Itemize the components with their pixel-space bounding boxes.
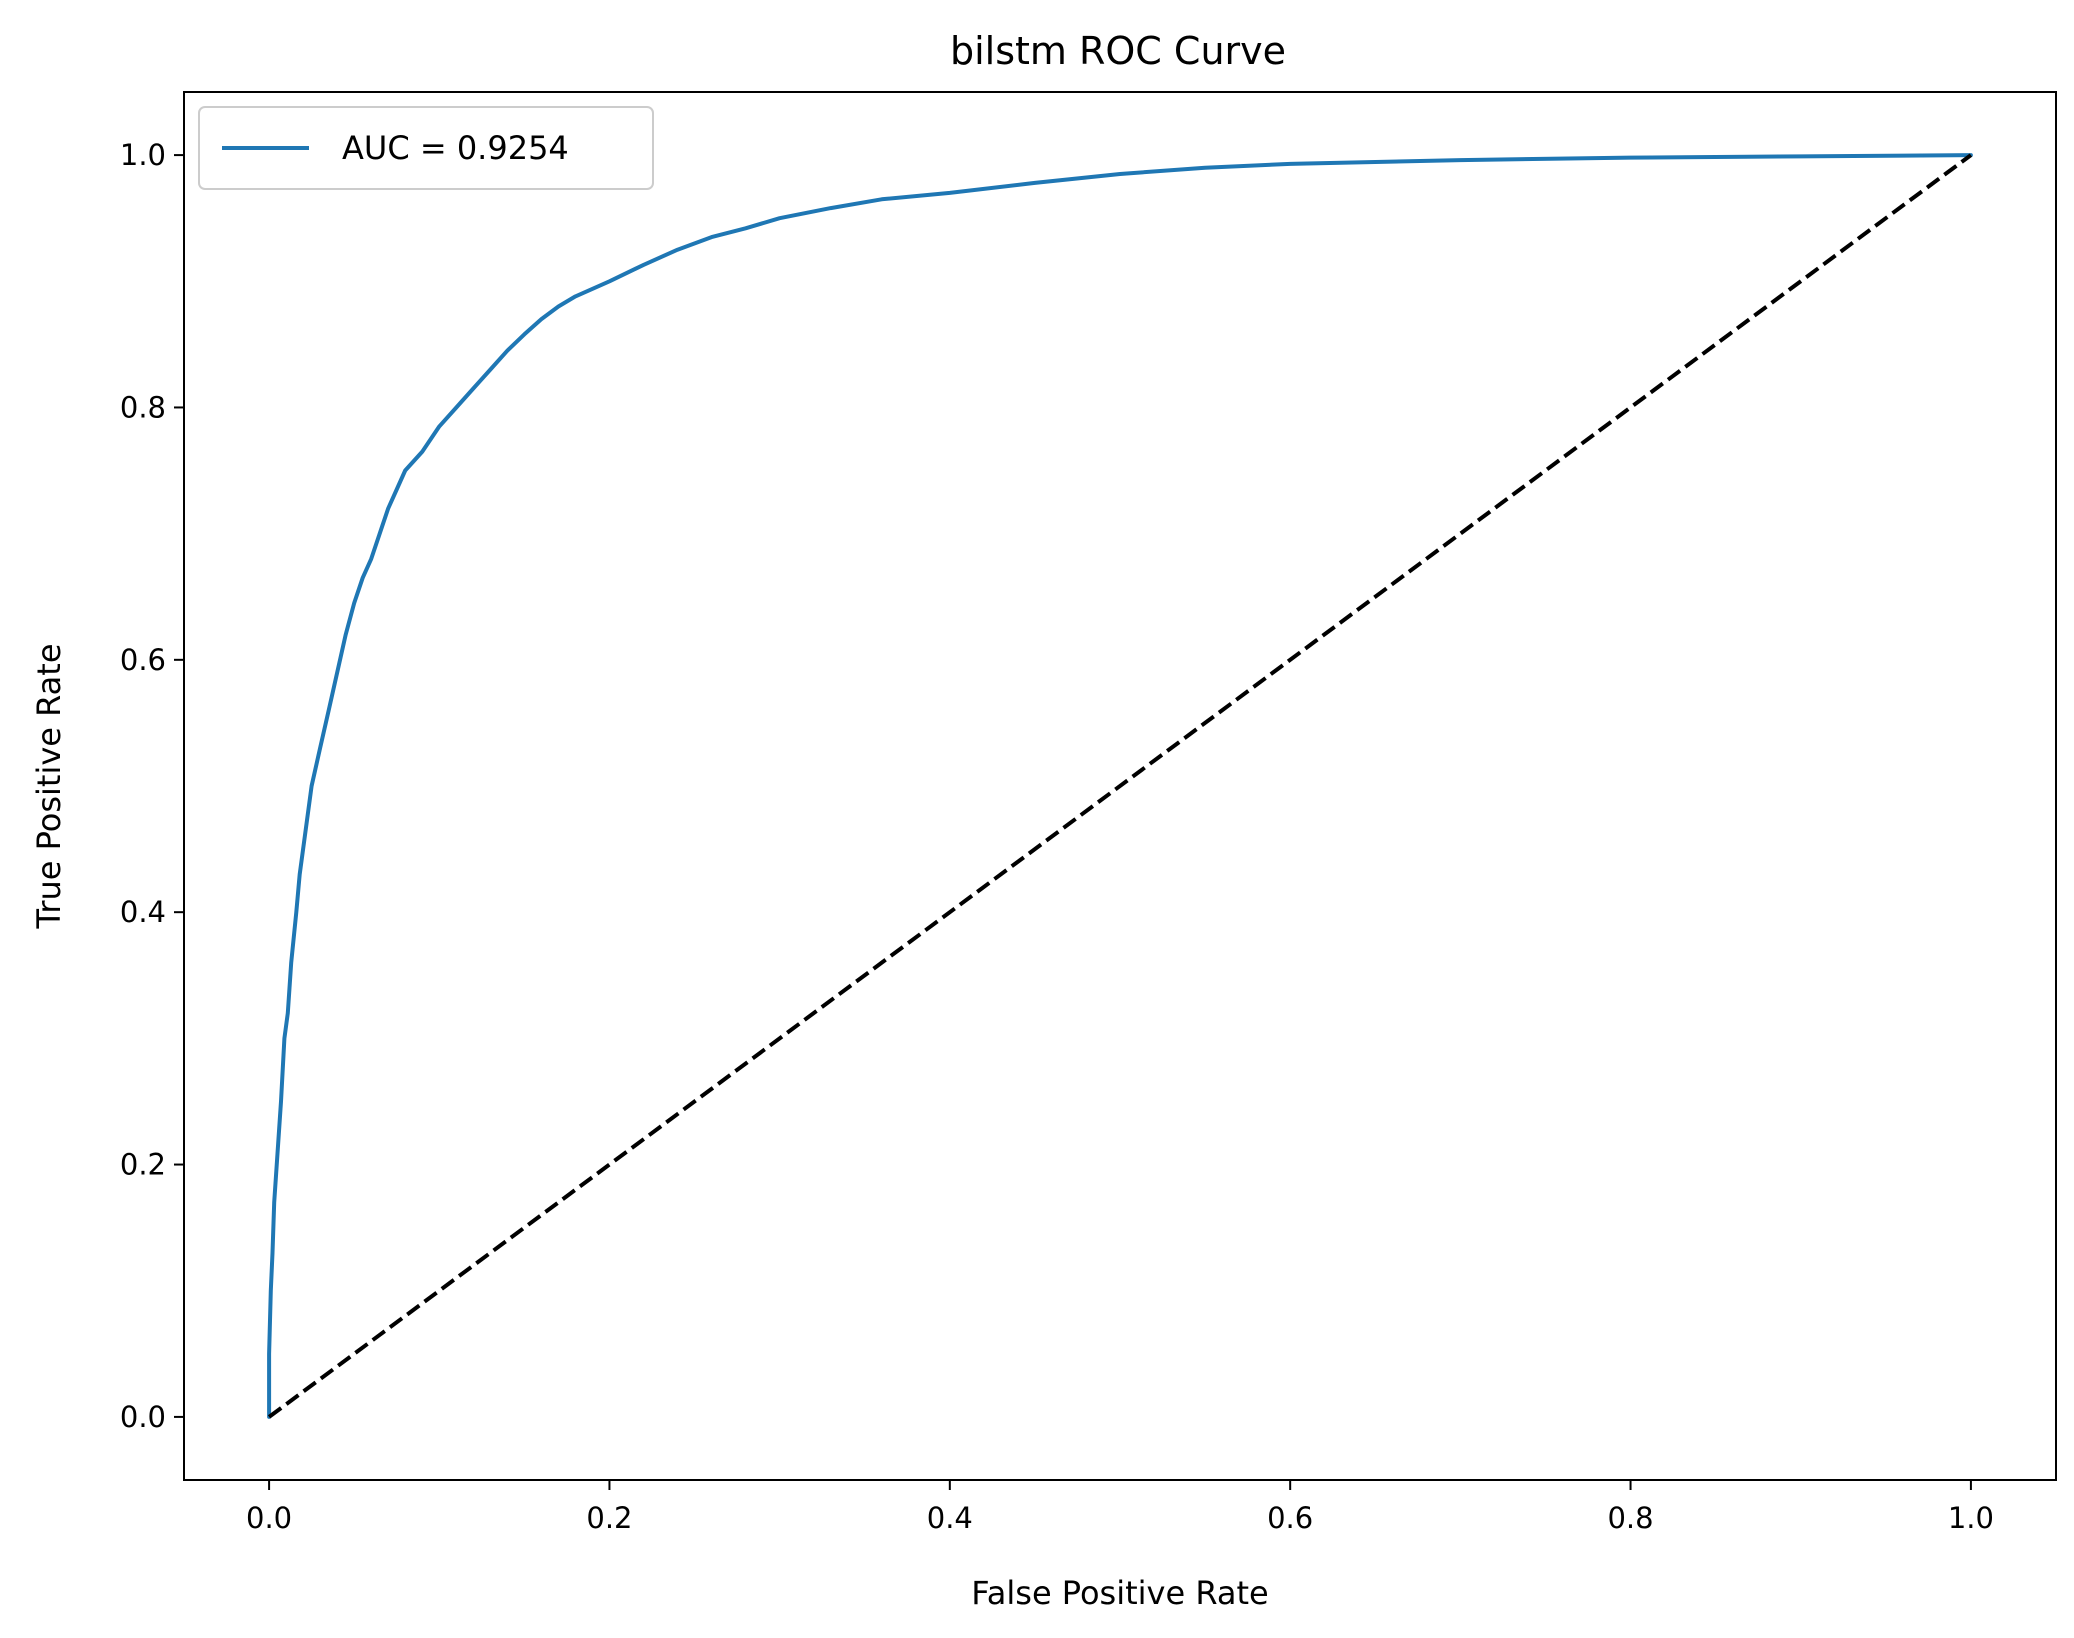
y-tick-label: 0.2 — [120, 1148, 166, 1182]
plot-area — [183, 91, 2057, 1481]
chart-title: bilstm ROC Curve — [950, 29, 1286, 73]
plot-frame — [183, 91, 2057, 1481]
legend-label-roc: AUC = 0.9254 — [342, 129, 569, 167]
y-tick-label: 0.6 — [120, 643, 166, 677]
y-tick-label: 0.8 — [120, 390, 166, 424]
x-tick-label: 0.4 — [927, 1501, 973, 1535]
legend-box — [198, 106, 654, 190]
y-axis-label: True Positive Rate — [30, 643, 68, 929]
baseline-diagonal-line — [267, 153, 1973, 1419]
roc-curve-line — [267, 153, 1973, 1419]
legend: AUC = 0.9254 — [198, 106, 654, 190]
x-tick-label: 0.6 — [1267, 1501, 1313, 1535]
y-axis: 0.0 0.2 0.4 0.6 0.8 1.0 — [120, 138, 184, 1434]
y-tick-label: 1.0 — [120, 138, 166, 172]
x-tick-label: 0.2 — [586, 1501, 632, 1535]
x-axis-label: False Positive Rate — [971, 1574, 1268, 1612]
y-tick-label: 0.0 — [120, 1400, 166, 1434]
x-tick-label: 0.8 — [1607, 1501, 1653, 1535]
x-axis: 0.0 0.2 0.4 0.6 0.8 1.0 — [246, 1480, 1994, 1535]
series-layer — [267, 153, 1973, 1419]
x-tick-label: 1.0 — [1948, 1501, 1994, 1535]
x-tick-label: 0.0 — [246, 1501, 292, 1535]
y-tick-label: 0.4 — [120, 895, 166, 929]
